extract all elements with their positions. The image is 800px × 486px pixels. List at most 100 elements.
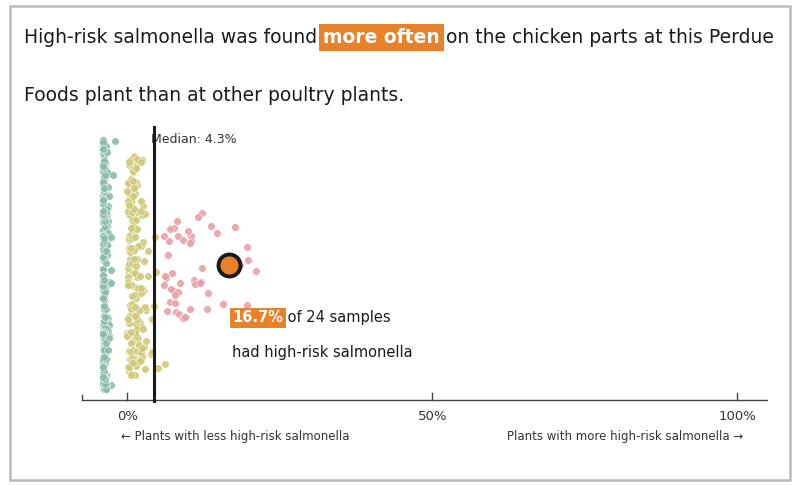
Point [98, 255, 110, 262]
Point [98, 368, 110, 376]
Point [130, 157, 142, 165]
Point [133, 306, 146, 313]
Point [129, 283, 142, 291]
Point [100, 236, 113, 244]
Point [121, 281, 134, 289]
Point [101, 211, 114, 219]
Text: Median: 4.3%: Median: 4.3% [150, 133, 236, 146]
Point [100, 171, 113, 178]
Point [98, 248, 110, 256]
Point [122, 189, 135, 197]
Text: more often: more often [323, 28, 440, 47]
Point [142, 272, 154, 279]
Point [98, 172, 111, 179]
Point [102, 331, 115, 339]
Point [97, 201, 110, 208]
Point [97, 234, 110, 242]
Point [131, 325, 144, 332]
Point [122, 278, 134, 286]
Point [135, 156, 148, 164]
Point [97, 159, 110, 167]
Point [99, 282, 112, 290]
Point [126, 257, 139, 264]
Point [97, 230, 110, 238]
Point [105, 233, 118, 241]
Point [98, 157, 110, 165]
Point [135, 197, 148, 205]
Point [123, 367, 136, 375]
Point [124, 158, 137, 166]
Point [98, 313, 110, 321]
Point [98, 381, 111, 388]
Point [102, 202, 114, 210]
Point [97, 193, 110, 201]
Point [97, 178, 110, 186]
Point [98, 184, 111, 191]
Point [98, 192, 111, 200]
Point [98, 368, 110, 376]
Point [128, 159, 141, 167]
Text: had high-risk salmonella: had high-risk salmonella [232, 346, 413, 361]
Point [123, 236, 136, 243]
Point [97, 381, 110, 389]
Point [99, 279, 112, 287]
Point [98, 350, 110, 358]
Point [135, 348, 148, 356]
Point [131, 155, 144, 162]
Point [132, 341, 145, 348]
Point [159, 274, 172, 282]
Point [134, 158, 147, 166]
Point [97, 231, 110, 239]
Point [164, 285, 177, 293]
Point [98, 320, 110, 328]
Point [122, 264, 134, 272]
Point [130, 362, 142, 370]
Point [223, 261, 236, 269]
Point [123, 255, 136, 263]
Point [98, 237, 110, 244]
Point [130, 332, 142, 340]
Point [125, 216, 138, 224]
Point [97, 192, 110, 200]
Point [98, 171, 110, 179]
Point [191, 213, 204, 221]
Point [97, 369, 110, 377]
Point [126, 352, 139, 360]
Point [98, 165, 111, 173]
Point [123, 231, 136, 239]
Point [128, 355, 141, 363]
Point [97, 356, 110, 364]
Point [99, 375, 112, 383]
Point [129, 166, 142, 174]
Point [98, 353, 110, 361]
Point [130, 262, 142, 270]
Point [101, 170, 114, 178]
Point [97, 282, 110, 290]
Point [98, 335, 111, 343]
Point [97, 180, 110, 188]
Point [167, 224, 180, 232]
Point [98, 250, 110, 258]
Point [98, 347, 110, 354]
Point [185, 232, 198, 240]
Point [98, 255, 110, 263]
Point [139, 365, 152, 373]
Point [124, 197, 137, 205]
Point [97, 321, 110, 329]
Point [125, 362, 138, 369]
Point [98, 346, 110, 353]
Point [194, 279, 206, 287]
Point [97, 226, 110, 233]
Point [98, 385, 110, 393]
Point [98, 345, 110, 353]
Point [97, 330, 110, 338]
Point [126, 163, 138, 171]
Text: on the chicken parts at this Perdue: on the chicken parts at this Perdue [440, 28, 774, 47]
Point [130, 255, 143, 263]
Point [100, 370, 113, 378]
Point [123, 268, 136, 276]
Point [142, 247, 154, 255]
Point [98, 174, 110, 182]
Point [123, 319, 136, 327]
Point [98, 210, 111, 218]
